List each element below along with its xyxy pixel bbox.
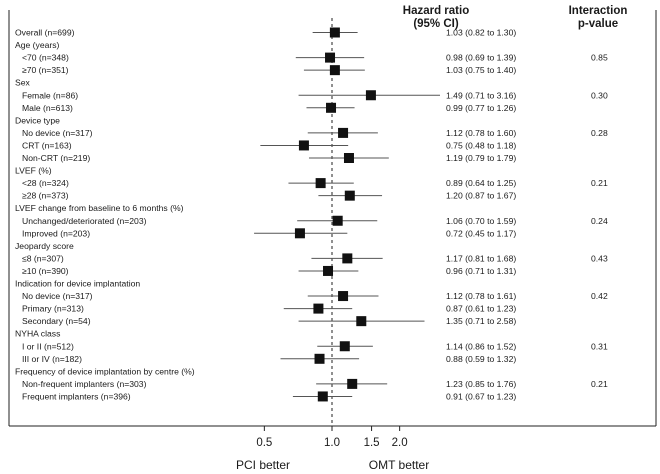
row-label: ≥10 (n=390)	[22, 266, 69, 276]
hr-ci-value: 1.49 (0.71 to 3.16)	[446, 90, 516, 100]
row-group: Overall (n=699) 1.03 (0.82 to 1.30) Age (y…	[15, 27, 608, 402]
hr-marker	[326, 102, 337, 113]
hr-marker	[313, 303, 324, 314]
hr-header-line1: Hazard ratio	[403, 5, 469, 17]
row-label: No device (n=317)	[22, 291, 93, 301]
group-label: Device type	[15, 115, 60, 125]
hr-marker	[356, 316, 367, 327]
hr-marker	[294, 228, 305, 239]
row-label: Non-frequent implanters (n=303)	[22, 379, 147, 389]
hr-marker	[298, 140, 309, 151]
row-label: No device (n=317)	[22, 128, 93, 138]
hr-ci-value: 0.72 (0.45 to 1.17)	[446, 228, 516, 238]
x-tick-label: 1.0	[324, 437, 340, 449]
x-caption-left: PCI better	[236, 458, 290, 472]
interaction-p-value: 0.85	[591, 53, 608, 63]
hr-marker	[344, 190, 355, 201]
hr-ci-value: 0.89 (0.64 to 1.25)	[446, 178, 516, 188]
hr-ci-value: 0.96 (0.71 to 1.31)	[446, 266, 516, 276]
interaction-p-value: 0.21	[591, 178, 608, 188]
group-label: Frequency of device implantation by cent…	[15, 366, 195, 376]
hr-marker	[325, 52, 336, 63]
hr-ci-value: 0.99 (0.77 to 1.26)	[446, 103, 516, 113]
hr-marker	[347, 378, 358, 389]
hr-ci-value: 1.12 (0.78 to 1.60)	[446, 128, 516, 138]
interaction-p-value: 0.31	[591, 341, 608, 351]
row-label: Unchanged/deteriorated (n=203)	[22, 216, 147, 226]
hr-header-line2: (95% CI)	[413, 18, 459, 30]
hr-marker	[332, 215, 343, 226]
row-label: <28 (n=324)	[22, 178, 69, 188]
hr-marker	[343, 153, 354, 163]
hr-ci-value: 0.98 (0.69 to 1.39)	[446, 53, 516, 63]
row-label: Female (n=86)	[22, 90, 78, 100]
x-ticks: 0.5 1.0 1.5 2.0	[256, 426, 408, 449]
row-label: Secondary (n=54)	[22, 316, 91, 326]
hr-ci-value: 1.19 (0.79 to 1.79)	[446, 153, 516, 163]
row-label: Primary (n=313)	[22, 304, 84, 314]
hr-marker	[323, 265, 334, 276]
row-label: Overall (n=699)	[15, 28, 75, 38]
interaction-p-value: 0.42	[591, 291, 608, 301]
row-label: III or IV (n=182)	[22, 354, 82, 364]
hr-ci-value: 1.23 (0.85 to 1.76)	[446, 379, 516, 389]
group-label: LVEF change from baseline to 6 months (%…	[15, 203, 184, 213]
x-tick-label: 2.0	[392, 437, 408, 449]
row-label: <70 (n=348)	[22, 53, 69, 63]
hr-ci-value: 1.12 (0.78 to 1.61)	[446, 291, 516, 301]
row-label: Male (n=613)	[22, 103, 73, 113]
hr-marker	[315, 178, 326, 189]
row-label: Frequent implanters (n=396)	[22, 391, 131, 401]
x-tick-label: 0.5	[256, 437, 272, 449]
p-header-line2: p-value	[578, 18, 618, 30]
x-caption-right: OMT better	[369, 458, 429, 472]
interaction-p-value: 0.21	[591, 379, 608, 389]
hr-marker	[365, 90, 376, 101]
hr-ci-value: 1.35 (0.71 to 2.58)	[446, 316, 516, 326]
hr-ci-value: 0.91 (0.67 to 1.23)	[446, 391, 516, 401]
group-label: Jeopardy score	[15, 241, 74, 251]
hr-marker	[338, 127, 349, 138]
hr-ci-value: 1.20 (0.87 to 1.67)	[446, 191, 516, 201]
row-label: I or II (n=512)	[22, 341, 74, 351]
hr-ci-value: 0.75 (0.48 to 1.18)	[446, 140, 516, 150]
hr-marker	[329, 27, 340, 38]
group-label: Age (years)	[15, 40, 60, 50]
hr-ci-value: 1.03 (0.75 to 1.40)	[446, 65, 516, 75]
interaction-p-value: 0.30	[591, 90, 608, 100]
hr-ci-value: 1.03 (0.82 to 1.30)	[446, 28, 516, 38]
hr-marker	[339, 341, 350, 352]
group-label: Indication for device implantation	[15, 279, 140, 289]
hr-marker	[314, 353, 325, 364]
hr-ci-value: 0.87 (0.61 to 1.23)	[446, 304, 516, 314]
interaction-p-value: 0.28	[591, 128, 608, 138]
p-header-line1: Interaction	[569, 5, 628, 17]
group-label: Sex	[15, 78, 31, 88]
row-label: Improved (n=203)	[22, 228, 90, 238]
hr-ci-value: 1.17 (0.81 to 1.68)	[446, 253, 516, 263]
hr-marker	[338, 291, 349, 302]
row-label: ≤8 (n=307)	[22, 253, 64, 263]
interaction-p-value: 0.43	[591, 253, 608, 263]
hr-marker	[317, 391, 328, 402]
group-label: NYHA class	[15, 329, 60, 339]
row-label: ≥28 (n=373)	[22, 191, 69, 201]
hr-ci-value: 0.88 (0.59 to 1.32)	[446, 354, 516, 364]
row-label: CRT (n=163)	[22, 140, 72, 150]
row-label: Non-CRT (n=219)	[22, 153, 90, 163]
x-tick-label: 1.5	[364, 437, 380, 449]
hr-marker	[329, 65, 340, 76]
hr-ci-value: 1.14 (0.86 to 1.52)	[446, 341, 516, 351]
hr-ci-value: 1.06 (0.70 to 1.59)	[446, 216, 516, 226]
group-label: LVEF (%)	[15, 166, 52, 176]
interaction-p-value: 0.24	[591, 216, 608, 226]
row-label: ≥70 (n=351)	[22, 65, 69, 75]
hr-marker	[342, 253, 353, 264]
